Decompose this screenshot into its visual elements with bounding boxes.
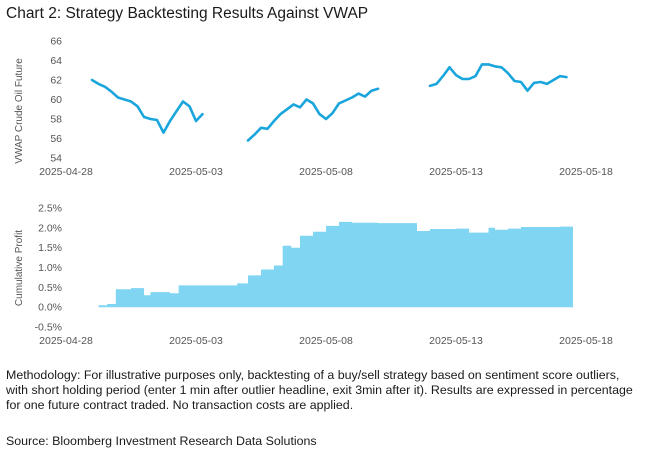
y-axis-label: Cumulative Profit xyxy=(14,230,25,306)
x-tick-label: 2025-05-08 xyxy=(299,166,353,178)
x-tick-label: 2025-05-18 xyxy=(559,166,613,178)
y-axis-label: VWAP Crude Oil Future xyxy=(14,58,25,164)
x-tick-label: 2025-04-28 xyxy=(39,166,93,178)
x-tick-label: 2025-05-03 xyxy=(169,166,223,178)
y-tick-labels: -0.5% 0.0% 0.5% 1.0% 1.5% 2.0% 2.5% xyxy=(35,203,62,334)
profit-series xyxy=(92,221,573,308)
vwap-line-segment xyxy=(90,78,204,134)
y-tick-label: -0.5% xyxy=(35,322,62,334)
x-tick-label: 2025-04-28 xyxy=(39,335,93,347)
charts-canvas: VWAP Crude Oil Future 54 56 58 60 62 64 66 202… xyxy=(14,36,613,348)
y-tick-label: 64 xyxy=(50,55,62,67)
y-tick-label: 60 xyxy=(50,94,62,106)
methodology-note: Methodology: For illustrative purposes o… xyxy=(6,368,633,412)
vwap-line-segment xyxy=(246,87,380,142)
price-series xyxy=(90,63,568,142)
y-tick-label: 58 xyxy=(50,114,62,126)
y-tick-labels: 54 56 58 60 62 64 66 xyxy=(50,36,62,165)
y-tick-label: 1.5% xyxy=(38,242,62,254)
profit-chart: Cumulative Profit -0.5% 0.0% 0.5% 1.0% 1.5% 2… xyxy=(14,203,613,348)
y-tick-label: 0.0% xyxy=(38,302,62,314)
y-tick-label: 56 xyxy=(50,133,62,145)
x-tick-label: 2025-05-18 xyxy=(559,335,613,347)
y-tick-label: 66 xyxy=(50,36,62,48)
y-tick-label: 54 xyxy=(50,153,62,165)
x-tick-labels: 2025-04-28 2025-05-03 2025-05-08 2025-05-13… xyxy=(39,166,613,178)
cumulative-profit-area xyxy=(92,221,573,308)
vwap-line-segment xyxy=(428,63,568,92)
y-tick-label: 0.5% xyxy=(38,282,62,294)
chart-title: Chart 2: Strategy Backtesting Results Ag… xyxy=(6,5,369,22)
y-tick-label: 1.0% xyxy=(38,262,62,274)
y-tick-label: 2.0% xyxy=(38,222,62,234)
source-note: Source: Bloomberg Investment Research Da… xyxy=(6,434,317,448)
x-tick-label: 2025-05-13 xyxy=(429,335,483,347)
x-tick-labels: 2025-04-28 2025-05-03 2025-05-08 2025-05-13… xyxy=(39,335,613,347)
price-chart: VWAP Crude Oil Future 54 56 58 60 62 64 66 202… xyxy=(14,36,613,179)
x-tick-label: 2025-05-08 xyxy=(299,335,353,347)
x-tick-label: 2025-05-13 xyxy=(429,166,483,178)
x-tick-label: 2025-05-03 xyxy=(169,335,223,347)
y-tick-label: 2.5% xyxy=(38,203,62,215)
y-tick-label: 62 xyxy=(50,75,62,87)
